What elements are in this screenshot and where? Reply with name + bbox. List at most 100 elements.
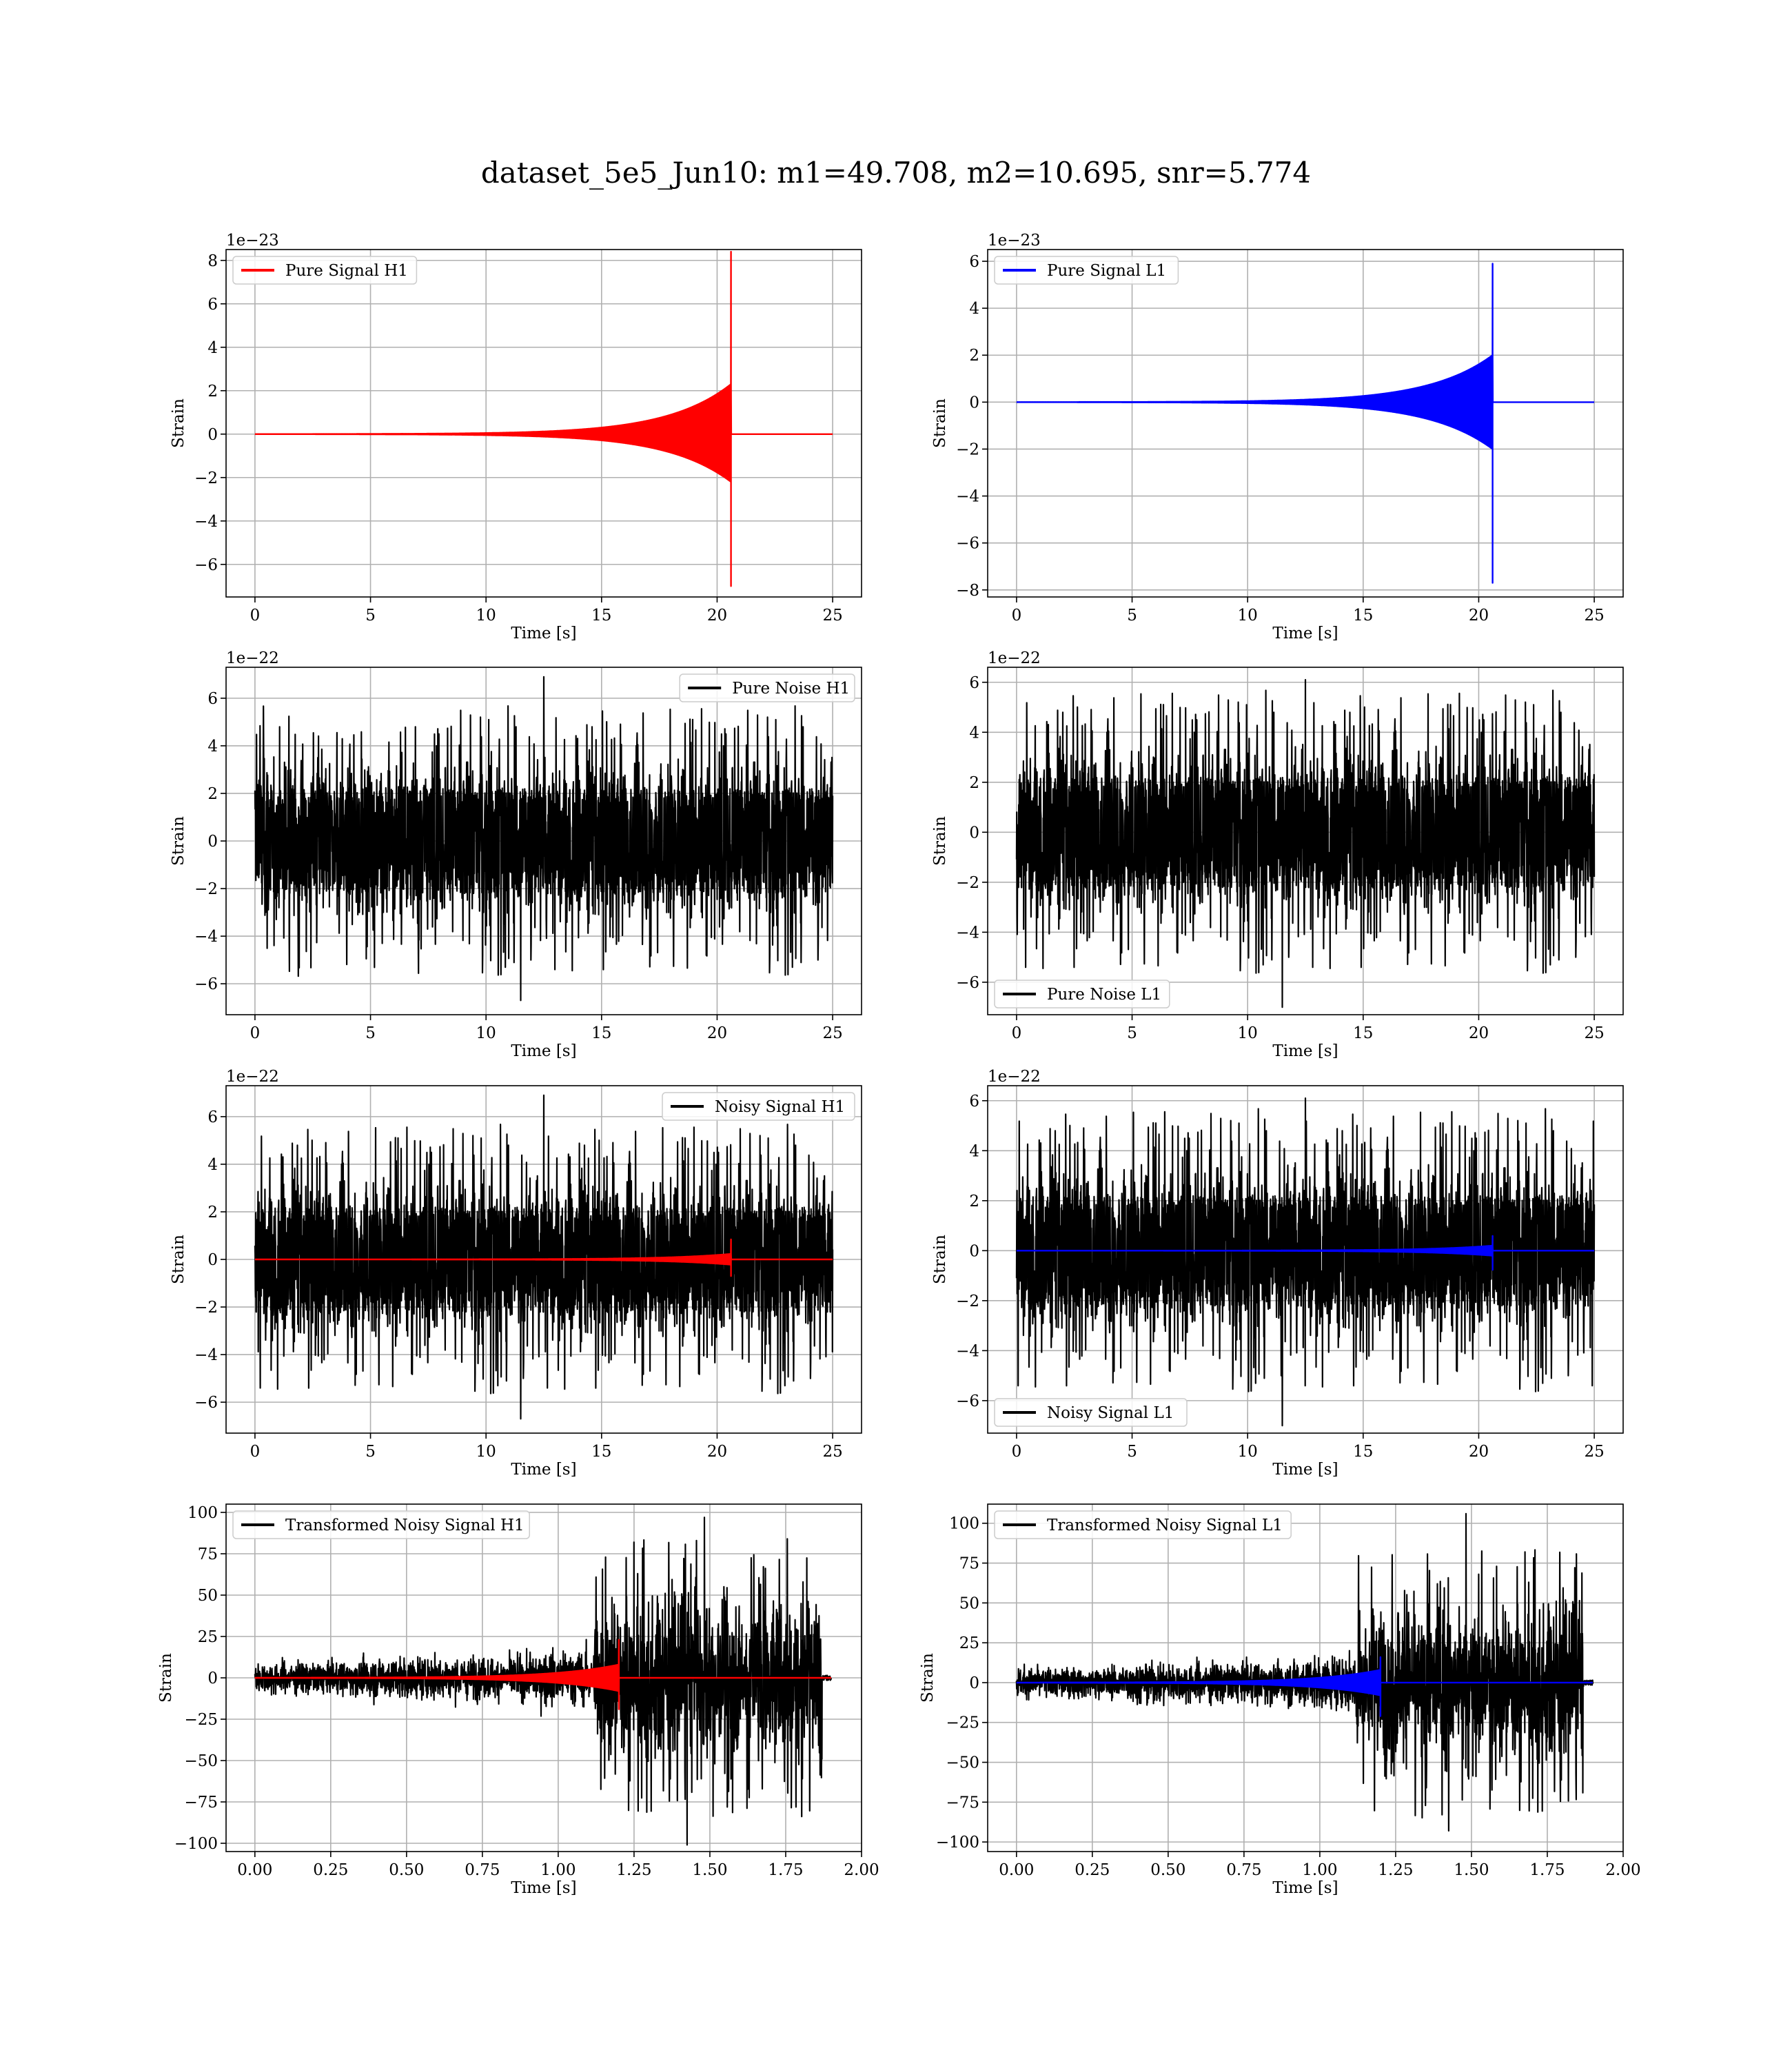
y-tick-label: 0 xyxy=(207,833,218,851)
x-tick-label: 0.75 xyxy=(1226,1861,1261,1879)
plot-area xyxy=(254,676,834,1002)
y-tick-label: 0 xyxy=(207,1251,218,1269)
y-tick-label: −100 xyxy=(936,1834,979,1852)
x-tick-label: 25 xyxy=(1584,1024,1604,1042)
y-tick-label: −75 xyxy=(184,1794,218,1812)
x-tick-label: 1.75 xyxy=(1529,1861,1565,1879)
x-tick-label: 0 xyxy=(250,1443,261,1461)
y-axis-label: Strain xyxy=(170,816,187,866)
legend-label: Pure Noise H1 xyxy=(732,680,850,698)
y-axis-label: Strain xyxy=(170,1235,187,1284)
x-tick-label: 0.00 xyxy=(999,1861,1034,1879)
y-axis-label: Strain xyxy=(919,1653,937,1703)
legend: Noisy Signal L1 xyxy=(994,1398,1188,1427)
series-line-pure-signal-l1 xyxy=(1016,263,1595,584)
subplot-4: 0 5 10 15 20 25 −6 −4 −2 0 2 4 6 Time [s] Strain 1e−22 P… xyxy=(931,649,1624,1060)
x-tick-label: 15 xyxy=(591,1024,611,1042)
series-line-pure-noise-h1 xyxy=(254,676,834,1002)
subplot-8: 0.00 0.25 0.50 0.75 1.00 1.25 1.50 1.75 2.00 −100… xyxy=(919,1503,1641,1897)
x-tick-label: 0.25 xyxy=(1075,1861,1110,1879)
y-tick-label: 2 xyxy=(207,1204,218,1221)
y-axis-label: Strain xyxy=(157,1653,175,1703)
y-tick-label: 50 xyxy=(959,1594,979,1612)
y-tick-label: −6 xyxy=(194,1394,218,1412)
axes-frame xyxy=(987,249,1624,598)
legend-label: Pure Signal H1 xyxy=(285,262,408,280)
y-tick-label: 25 xyxy=(198,1628,218,1646)
series-line-overlay-1 xyxy=(254,1639,832,1710)
y-tick-label: −4 xyxy=(194,1346,218,1364)
x-tick-label: 0.50 xyxy=(1150,1861,1185,1879)
y-tick-label: 0 xyxy=(969,1242,979,1260)
subplot-1: 0 5 10 15 20 25 −6 −4 −2 0 2 4 6 8 Time [s] Strain 1e−23… xyxy=(170,232,862,642)
y-tick-label: −6 xyxy=(956,1392,979,1410)
y-tick-label: −25 xyxy=(946,1714,979,1732)
x-tick-label: 20 xyxy=(707,1024,727,1042)
series-line-pure-noise-l1 xyxy=(1015,679,1596,1008)
x-tick-label: 10 xyxy=(1238,607,1258,625)
y-tick-label: 2 xyxy=(207,383,218,401)
x-tick-label: 20 xyxy=(1469,1024,1489,1042)
axis-exponent-label: 1e−23 xyxy=(988,232,1041,250)
legend-box xyxy=(994,1398,1188,1427)
x-tick-label: 0.25 xyxy=(313,1861,348,1879)
x-tick-label: 5 xyxy=(365,1024,376,1042)
x-tick-label: 25 xyxy=(1584,1443,1604,1461)
y-tick-label: 75 xyxy=(959,1555,979,1573)
x-tick-label: 1.00 xyxy=(1302,1861,1337,1879)
y-tick-label: 2 xyxy=(969,347,979,365)
legend-box xyxy=(994,1510,1292,1539)
x-tick-label: 15 xyxy=(591,1443,611,1461)
legend: Pure Signal H1 xyxy=(232,256,418,285)
plot-area xyxy=(1016,263,1595,584)
y-tick-label: 6 xyxy=(207,1108,218,1126)
y-tick-label: 0 xyxy=(207,426,218,444)
y-tick-label: −8 xyxy=(956,582,979,600)
x-tick-label: 1.25 xyxy=(616,1861,651,1879)
series-line-transformed-noisy-signal-l1 xyxy=(1015,1512,1594,1832)
y-tick-label: 6 xyxy=(207,296,218,314)
legend: Pure Noise L1 xyxy=(994,980,1170,1008)
legend-label: Pure Noise L1 xyxy=(1047,986,1161,1004)
x-tick-label: 0 xyxy=(1012,1024,1022,1042)
y-tick-label: 4 xyxy=(207,738,218,756)
y-tick-label: 6 xyxy=(969,253,979,271)
y-tick-label: 6 xyxy=(969,1093,979,1111)
y-tick-label: −4 xyxy=(956,488,979,506)
y-tick-label: −100 xyxy=(174,1835,218,1853)
x-axis-label: Time [s] xyxy=(1272,625,1338,642)
y-tick-label: 0 xyxy=(969,1674,979,1692)
y-tick-label: −4 xyxy=(956,1342,979,1360)
x-tick-label: 0 xyxy=(250,1024,261,1042)
y-tick-label: −2 xyxy=(194,469,218,487)
plot-area xyxy=(254,1094,834,1420)
y-tick-label: 2 xyxy=(207,785,218,803)
series-line-noisy-signal-l1 xyxy=(1015,1097,1596,1427)
y-tick-label: 4 xyxy=(969,1142,979,1160)
x-tick-label: 2.00 xyxy=(844,1861,879,1879)
series-line-noisy-signal-h1 xyxy=(254,1094,834,1420)
x-tick-label: 15 xyxy=(591,607,611,625)
y-axis-label: Strain xyxy=(931,1235,949,1284)
y-tick-label: −4 xyxy=(194,928,218,946)
y-tick-label: 8 xyxy=(207,252,218,270)
x-tick-label: 1.00 xyxy=(540,1861,576,1879)
legend-box xyxy=(662,1092,855,1121)
y-tick-label: −2 xyxy=(956,874,979,892)
y-tick-label: 2 xyxy=(969,1193,979,1210)
x-tick-label: 5 xyxy=(1127,1443,1137,1461)
legend-box xyxy=(232,256,418,285)
legend-label: Transformed Noisy Signal H1 xyxy=(285,1517,525,1534)
x-tick-label: 10 xyxy=(476,1024,496,1042)
y-tick-label: 2 xyxy=(969,774,979,792)
x-tick-label: 20 xyxy=(707,1443,727,1461)
y-tick-label: −4 xyxy=(194,513,218,531)
x-tick-label: 2.00 xyxy=(1605,1861,1640,1879)
x-tick-label: 20 xyxy=(1469,607,1489,625)
subplot-2: 0 5 10 15 20 25 −8 −6 −4 −2 0 2 4 6 Time [s] Strain 1e−2… xyxy=(931,232,1624,642)
y-tick-label: 25 xyxy=(959,1634,979,1652)
x-tick-label: 10 xyxy=(476,607,496,625)
y-tick-label: −6 xyxy=(194,556,218,574)
y-tick-label: 0 xyxy=(969,824,979,842)
legend: Noisy Signal H1 xyxy=(662,1092,855,1121)
